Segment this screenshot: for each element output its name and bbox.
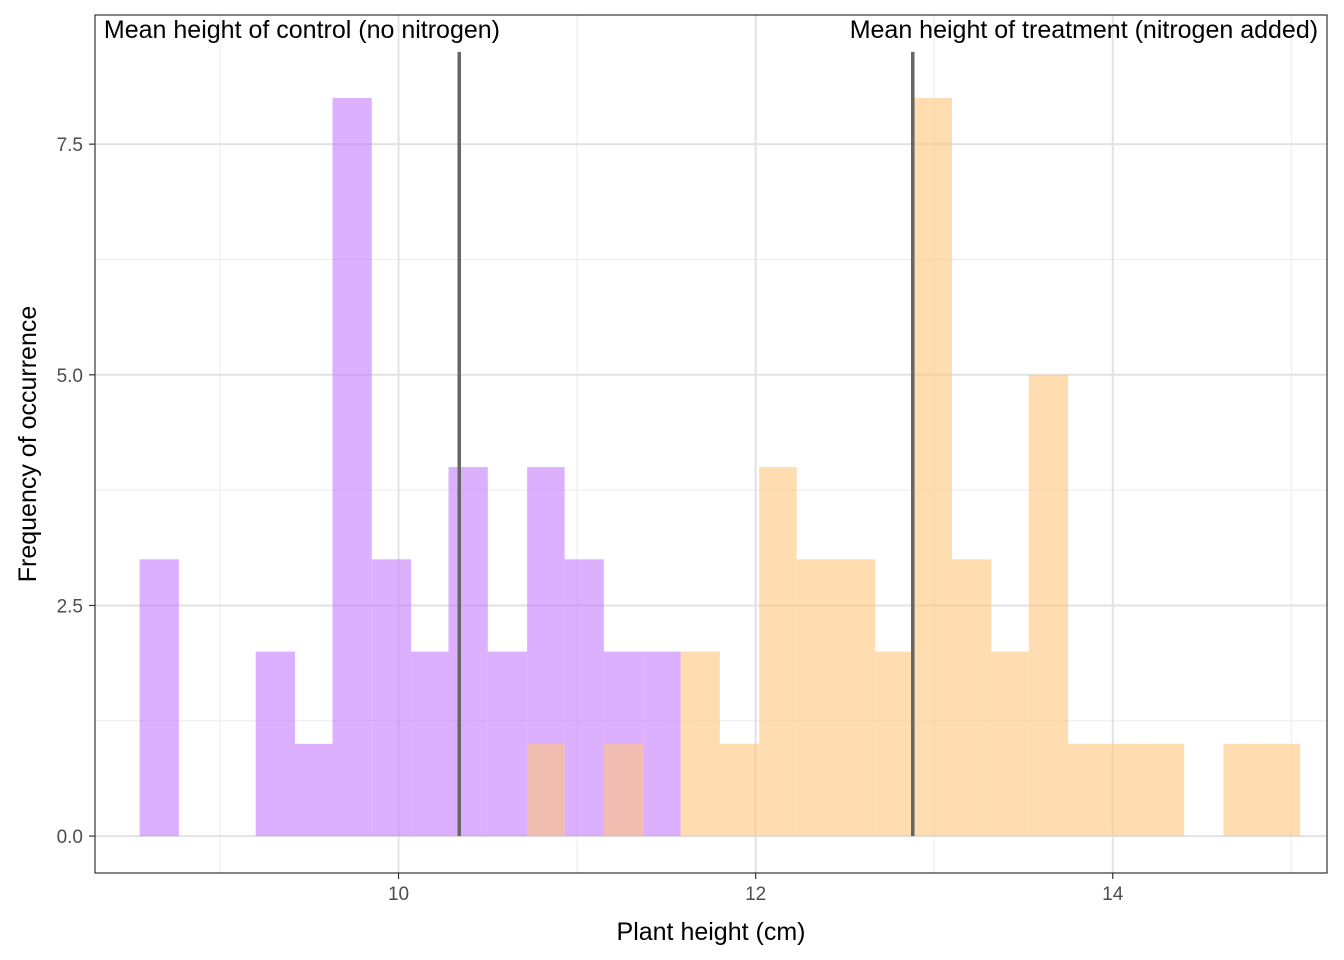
histogram-bar xyxy=(139,559,179,837)
histogram-bar xyxy=(332,98,372,837)
y-tick-label: 7.5 xyxy=(57,135,83,156)
histogram-bar xyxy=(796,559,836,837)
y-axis-title: Frequency of occurrence xyxy=(14,306,42,583)
histogram-bar xyxy=(952,559,992,837)
x-tick-label: 14 xyxy=(1102,884,1124,905)
y-tick-label: 0.0 xyxy=(57,827,83,848)
histogram-bar xyxy=(643,651,681,837)
histogram-bar xyxy=(835,559,876,837)
x-tick-label: 10 xyxy=(388,884,409,905)
histogram-bar xyxy=(294,743,333,837)
x-axis-title: Plant height (cm) xyxy=(617,918,806,946)
histogram-bar xyxy=(875,651,913,837)
annotations: Mean height of control (no nitrogen) Mean… xyxy=(104,16,1318,44)
histogram-bars xyxy=(139,98,1301,837)
histogram-bar xyxy=(564,559,604,837)
histogram-bar xyxy=(411,651,449,837)
mean-annotation-label: Mean height of control (no nitrogen) xyxy=(104,16,500,44)
x-axis: 10 12 14 xyxy=(388,873,1124,905)
y-tick-label: 2.5 xyxy=(57,596,83,617)
histogram-bar xyxy=(1260,743,1301,837)
histogram-bar xyxy=(527,743,565,837)
histogram-bar xyxy=(1107,743,1145,837)
histogram-bar xyxy=(1223,743,1261,837)
histogram-bar xyxy=(371,559,412,837)
histogram-bar xyxy=(719,743,760,837)
plot-border xyxy=(94,14,1328,874)
y-axis: 0.0 2.5 5.0 7.5 xyxy=(57,135,95,848)
histogram-bar xyxy=(680,651,720,837)
histogram-bar xyxy=(912,98,953,837)
mean-annotation-label: Mean height of treatment (nitrogen added… xyxy=(850,16,1318,44)
histogram-bar xyxy=(759,467,797,837)
histogram-bar xyxy=(1068,743,1108,837)
histogram-bar xyxy=(1028,374,1069,837)
histogram-bar xyxy=(991,651,1029,837)
histogram-bar xyxy=(487,651,528,837)
histogram-bar xyxy=(448,467,488,837)
x-tick-label: 12 xyxy=(745,884,766,905)
histogram-bar xyxy=(603,743,644,837)
mean-lines xyxy=(457,51,915,837)
grid-lines xyxy=(95,15,1327,873)
histogram-bar xyxy=(1144,743,1185,837)
y-tick-label: 5.0 xyxy=(57,366,83,387)
histogram-bar xyxy=(255,651,295,837)
